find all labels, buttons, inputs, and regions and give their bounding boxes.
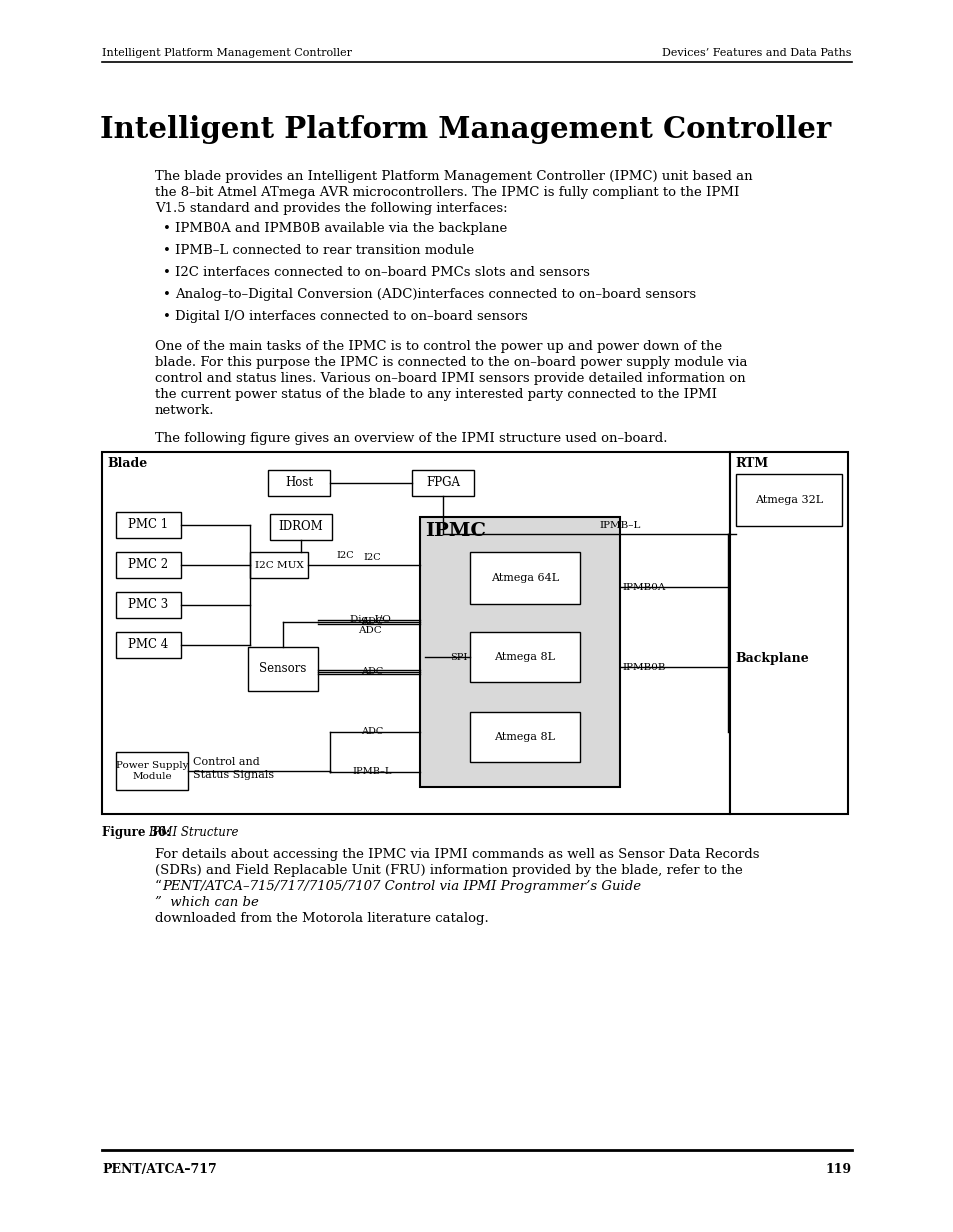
Text: Figure 36:: Figure 36: (102, 825, 174, 839)
Text: (SDRs) and Field Replacable Unit (FRU) information provided by the blade, refer : (SDRs) and Field Replacable Unit (FRU) i… (154, 864, 742, 877)
Text: network.: network. (154, 404, 214, 416)
Text: IPMB–L: IPMB–L (352, 768, 392, 776)
Text: •: • (163, 222, 171, 235)
Text: Devices’ Features and Data Paths: Devices’ Features and Data Paths (661, 48, 851, 58)
Text: ”  which can be: ” which can be (154, 896, 258, 909)
Text: 119: 119 (825, 1163, 851, 1177)
Text: PENT/ATCA–715/717/7105/7107 Control via IPMI Programmer’s Guide: PENT/ATCA–715/717/7105/7107 Control via … (162, 880, 640, 893)
Text: V1.5 standard and provides the following interfaces:: V1.5 standard and provides the following… (154, 202, 507, 216)
Text: Atmega 32L: Atmega 32L (754, 495, 822, 505)
Text: Intelligent Platform Management Controller: Intelligent Platform Management Controll… (100, 115, 830, 144)
Text: PENT/ATCA–717: PENT/ATCA–717 (102, 1163, 216, 1177)
Text: I2C: I2C (335, 551, 354, 559)
Text: Atmega 8L: Atmega 8L (494, 652, 555, 662)
Text: “: “ (154, 880, 162, 893)
Bar (116, 632, 181, 658)
Bar (412, 469, 474, 496)
Text: One of the main tasks of the IPMC is to control the power up and power down of t: One of the main tasks of the IPMC is to … (154, 340, 721, 354)
Text: control and status lines. Various on–board IPMI sensors provide detailed informa: control and status lines. Various on–boa… (154, 372, 745, 384)
Bar (248, 647, 317, 691)
Text: IPMB–L connected to rear transition module: IPMB–L connected to rear transition modu… (174, 244, 474, 257)
Text: IPMB0B: IPMB0B (621, 663, 665, 671)
Text: IPMC: IPMC (424, 522, 485, 540)
Bar (102, 452, 729, 814)
Text: For details about accessing the IPMC via IPMI commands as well as Sensor Data Re: For details about accessing the IPMC via… (154, 848, 759, 861)
Text: Atmega 64L: Atmega 64L (491, 573, 558, 583)
Text: •: • (163, 244, 171, 257)
Text: I2C: I2C (363, 552, 380, 562)
Text: Atmega 8L: Atmega 8L (494, 732, 555, 742)
Text: •: • (163, 288, 171, 301)
Text: Backplane: Backplane (734, 652, 808, 665)
Bar (116, 593, 181, 618)
Text: I2C interfaces connected to on–board PMCs slots and sensors: I2C interfaces connected to on–board PMC… (174, 266, 589, 278)
Text: RTM: RTM (734, 457, 767, 469)
Text: IPMB0A and IPMB0B available via the backplane: IPMB0A and IPMB0B available via the back… (174, 222, 507, 235)
Text: the 8–bit Atmel ATmega AVR microcontrollers. The IPMC is fully compliant to the : the 8–bit Atmel ATmega AVR microcontroll… (154, 186, 739, 200)
Text: PMC 2: PMC 2 (129, 558, 169, 572)
Bar (470, 552, 579, 604)
Text: IPMI Structure: IPMI Structure (148, 825, 238, 839)
Text: •: • (163, 310, 171, 323)
Bar (470, 632, 579, 683)
Text: The following figure gives an overview of the IPMI structure used on–board.: The following figure gives an overview o… (154, 432, 667, 445)
Text: Analog–to–Digital Conversion (ADC)interfaces connected to on–board sensors: Analog–to–Digital Conversion (ADC)interf… (174, 288, 696, 301)
Text: PMC 3: PMC 3 (129, 599, 169, 611)
Bar (470, 712, 579, 763)
Text: Intelligent Platform Management Controller: Intelligent Platform Management Controll… (102, 48, 352, 58)
Bar (735, 474, 841, 526)
Bar (419, 517, 619, 787)
Text: the current power status of the blade to any interested party connected to the I: the current power status of the blade to… (154, 388, 717, 400)
Text: FPGA: FPGA (426, 477, 459, 489)
Text: ADC: ADC (360, 668, 383, 676)
Bar (116, 752, 188, 790)
Text: IPMB–L: IPMB–L (598, 521, 639, 530)
Text: Sensors: Sensors (259, 663, 306, 675)
Text: Digital I/O interfaces connected to on–board sensors: Digital I/O interfaces connected to on–b… (174, 310, 527, 323)
Text: PMC 1: PMC 1 (129, 519, 169, 531)
Text: The blade provides an Intelligent Platform Management Controller (IPMC) unit bas: The blade provides an Intelligent Platfo… (154, 170, 752, 184)
Text: downloaded from the Motorola literature catalog.: downloaded from the Motorola literature … (154, 912, 488, 925)
Bar (270, 514, 332, 540)
Text: PMC 4: PMC 4 (129, 638, 169, 652)
Bar (116, 552, 181, 578)
Bar (250, 552, 308, 578)
Text: ADC: ADC (360, 728, 383, 737)
Text: IDROM: IDROM (278, 520, 323, 533)
Text: ADC: ADC (360, 617, 383, 627)
Text: Power Supply
Module: Power Supply Module (115, 761, 188, 781)
Text: SPI: SPI (450, 653, 468, 662)
Text: Blade: Blade (107, 457, 147, 469)
Text: •: • (163, 266, 171, 278)
Bar (116, 513, 181, 538)
Text: Dig. I/O
ADC: Dig. I/O ADC (349, 615, 390, 634)
Text: IPMB0A: IPMB0A (621, 583, 664, 591)
Bar (729, 452, 847, 814)
Text: Host: Host (285, 477, 313, 489)
Bar (268, 469, 330, 496)
Text: Control and
Status Signals: Control and Status Signals (193, 756, 274, 780)
Text: blade. For this purpose the IPMC is connected to the on–board power supply modul: blade. For this purpose the IPMC is conn… (154, 356, 747, 370)
Text: I2C MUX: I2C MUX (254, 561, 303, 569)
